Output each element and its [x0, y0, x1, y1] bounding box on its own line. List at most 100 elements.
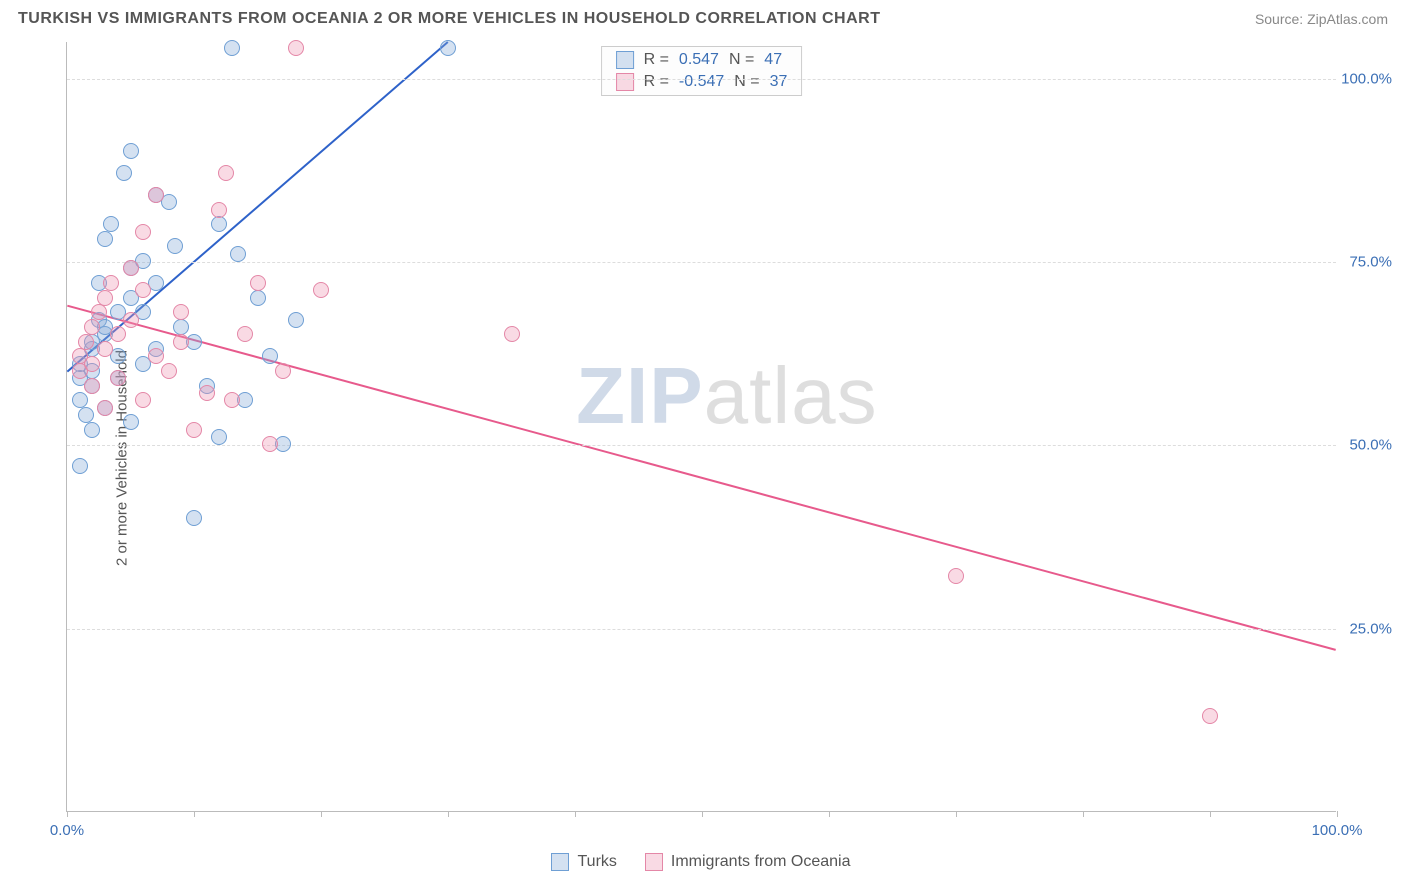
data-point [224, 40, 240, 56]
data-point [78, 334, 94, 350]
chart-header: TURKISH VS IMMIGRANTS FROM OCEANIA 2 OR … [0, 0, 1406, 34]
x-tick [1337, 811, 1338, 817]
data-point [237, 326, 253, 342]
legend-swatch-turks [551, 853, 569, 871]
data-point [135, 282, 151, 298]
data-point [173, 319, 189, 335]
watermark-zip: ZIP [576, 351, 703, 440]
data-point [135, 224, 151, 240]
data-point [167, 238, 183, 254]
plot-area: ZIPatlas R = 0.547 N = 47 R = -0.547 N =… [66, 42, 1336, 812]
correlation-legend-row: R = -0.547 N = 37 [602, 71, 802, 93]
data-point [103, 275, 119, 291]
data-point [1202, 708, 1218, 724]
data-point [313, 282, 329, 298]
data-point [288, 40, 304, 56]
data-point [186, 422, 202, 438]
gridline [67, 629, 1336, 630]
data-point [440, 40, 456, 56]
gridline [67, 445, 1336, 446]
watermark-atlas: atlas [704, 351, 878, 440]
series-legend: Turks Immigrants from Oceania [66, 853, 1336, 876]
data-point [97, 231, 113, 247]
data-point [72, 392, 88, 408]
gridline [67, 79, 1336, 80]
data-point [123, 414, 139, 430]
data-point [948, 568, 964, 584]
data-point [84, 319, 100, 335]
data-point [148, 187, 164, 203]
data-point [84, 422, 100, 438]
n-value-oceania: 37 [770, 73, 788, 91]
data-point [230, 246, 246, 262]
data-point [78, 407, 94, 423]
x-tick [575, 811, 576, 817]
data-point [103, 216, 119, 232]
data-point [148, 348, 164, 364]
n-label: N = [729, 51, 754, 69]
data-point [262, 348, 278, 364]
trend-line [67, 306, 1335, 650]
data-point [250, 275, 266, 291]
data-point [224, 392, 240, 408]
gridline [67, 262, 1336, 263]
data-point [116, 165, 132, 181]
data-point [110, 326, 126, 342]
legend-item-turks: Turks [551, 853, 616, 871]
data-point [110, 370, 126, 386]
trend-lines-layer [67, 42, 1336, 811]
data-point [97, 290, 113, 306]
data-point [211, 429, 227, 445]
legend-label: Immigrants from Oceania [671, 853, 851, 871]
n-label: N = [734, 73, 759, 91]
data-point [186, 510, 202, 526]
data-point [91, 304, 107, 320]
x-tick [194, 811, 195, 817]
r-value-oceania: -0.547 [679, 73, 724, 91]
r-value-turks: 0.547 [679, 51, 719, 69]
x-tick-label: 100.0% [1312, 822, 1363, 839]
x-tick [448, 811, 449, 817]
data-point [211, 216, 227, 232]
data-point [288, 312, 304, 328]
x-tick [1083, 811, 1084, 817]
chart-container: 2 or more Vehicles in Household ZIPatlas… [18, 42, 1388, 874]
correlation-legend: R = 0.547 N = 47 R = -0.547 N = 37 [601, 46, 803, 96]
data-point [84, 356, 100, 372]
legend-label: Turks [577, 853, 616, 871]
y-tick-label: 100.0% [1341, 70, 1392, 87]
correlation-legend-row: R = 0.547 N = 47 [602, 49, 802, 71]
data-point [173, 304, 189, 320]
x-tick [321, 811, 322, 817]
y-tick-label: 75.0% [1349, 254, 1392, 271]
data-point [262, 436, 278, 452]
data-point [504, 326, 520, 342]
data-point [199, 385, 215, 401]
y-tick-label: 25.0% [1349, 620, 1392, 637]
y-tick-label: 50.0% [1349, 437, 1392, 454]
x-tick [956, 811, 957, 817]
data-point [97, 341, 113, 357]
x-tick [702, 811, 703, 817]
r-label: R = [644, 73, 669, 91]
legend-swatch-turks [616, 51, 634, 69]
x-tick [67, 811, 68, 817]
chart-source: Source: ZipAtlas.com [1255, 11, 1388, 27]
x-tick [829, 811, 830, 817]
data-point [123, 260, 139, 276]
data-point [135, 392, 151, 408]
data-point [97, 400, 113, 416]
data-point [173, 334, 189, 350]
data-point [161, 363, 177, 379]
n-value-turks: 47 [764, 51, 782, 69]
data-point [84, 378, 100, 394]
r-label: R = [644, 51, 669, 69]
data-point [211, 202, 227, 218]
legend-item-oceania: Immigrants from Oceania [645, 853, 851, 871]
data-point [123, 143, 139, 159]
data-point [72, 458, 88, 474]
watermark: ZIPatlas [576, 350, 877, 442]
data-point [250, 290, 266, 306]
chart-title: TURKISH VS IMMIGRANTS FROM OCEANIA 2 OR … [18, 10, 880, 28]
data-point [218, 165, 234, 181]
